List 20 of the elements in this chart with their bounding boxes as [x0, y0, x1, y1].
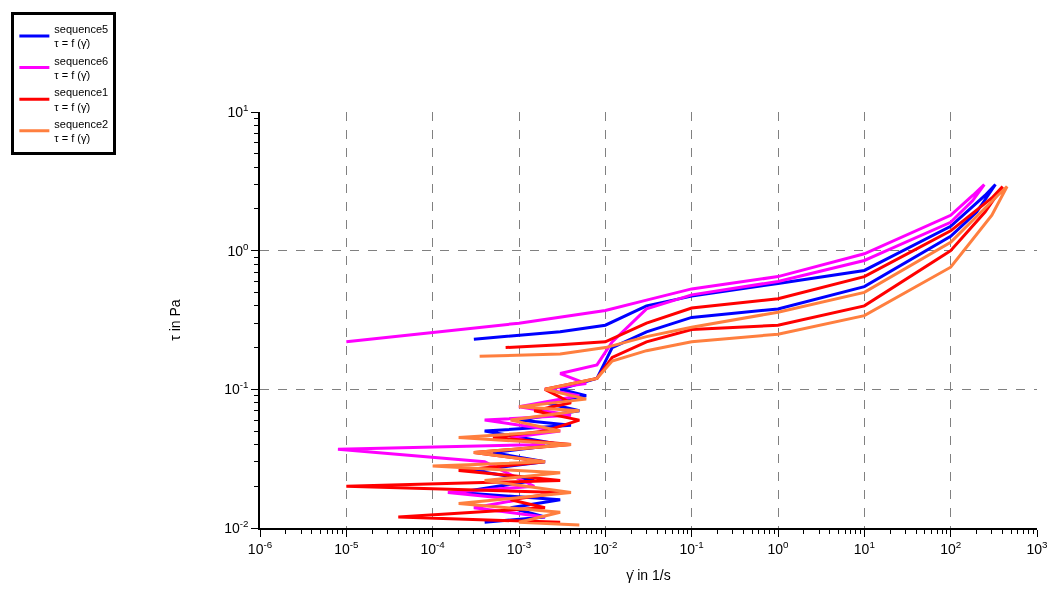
- x-tick-label: 10$^{-4}$: [420, 538, 446, 557]
- x-tick-label: 10$^{1}$: [853, 538, 875, 557]
- x-tick-label: 10$^{3}$: [1026, 538, 1049, 557]
- y-tick-label: 10$^{-1}$: [224, 379, 249, 398]
- x-tick-label: 10$^{-3}$: [506, 538, 532, 557]
- x-tick-label: 10$^{2}$: [940, 538, 962, 557]
- y-tick-label: 10$^{1}$: [227, 102, 249, 120]
- x-tick-label: 10$^{-5}$: [334, 538, 360, 557]
- x-tick-label: 10$^{-1}$: [679, 538, 704, 557]
- x-tick-label: 10$^{-2}$: [593, 538, 618, 557]
- legend-label: sequence1 τ = f (γ̇): [54, 86, 109, 113]
- legend-label: sequence2 τ = f (γ̇): [54, 117, 109, 145]
- y-tick-label: 10$^{0}$: [227, 240, 249, 259]
- x-tick-label: 10$^{0}$: [767, 538, 790, 557]
- y-axis-title: τ in Pa: [167, 299, 184, 341]
- y-tick-label: 10$^{-2}$: [224, 518, 249, 536]
- x-tick-label: 10$^{-6}$: [247, 538, 273, 557]
- legend-label: sequence5 τ = f (γ̇): [54, 23, 109, 50]
- legend-label: sequence6 τ = f (γ̇): [54, 54, 109, 81]
- x-axis-title: γ̇ in 1/s: [626, 567, 671, 584]
